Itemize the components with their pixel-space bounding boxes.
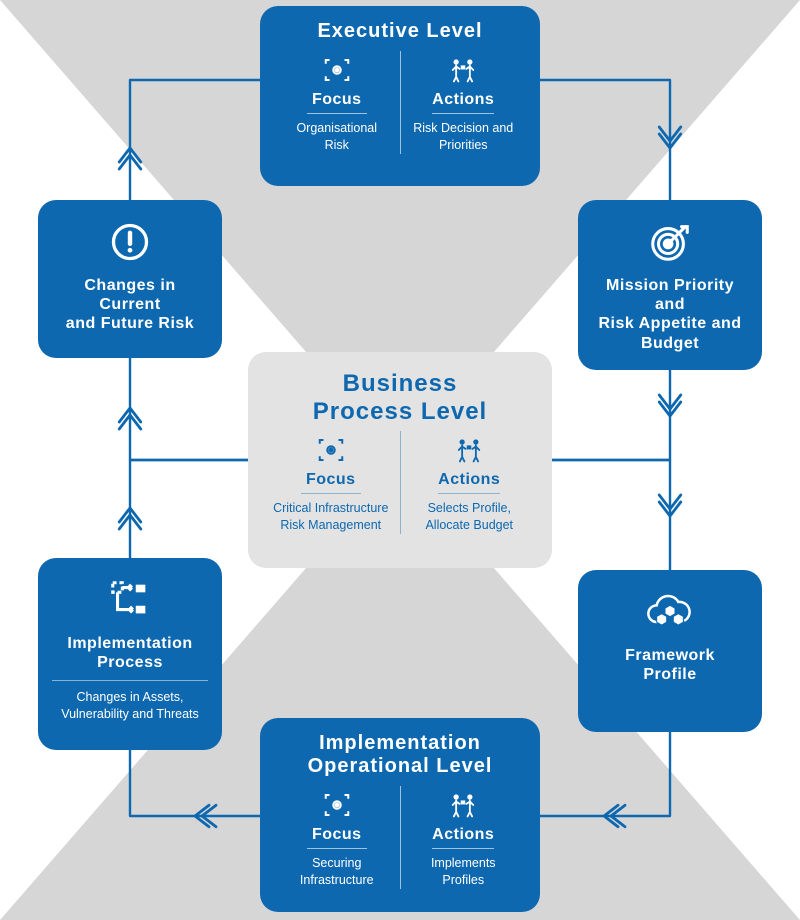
executive-title: Executive Level [260,6,540,51]
business-process-box: BusinessProcess Level Focus Critical Inf… [248,352,552,568]
eye-scan-icon [284,53,390,87]
target-icon [592,218,748,266]
people-exchange-icon [411,53,517,87]
implementation-process-box: ImplementationProcess Changes in Assets,… [38,558,222,750]
impl-focus-col: Focus Securing Infrastructure [274,786,400,889]
executive-focus-col: Focus Organisational Risk [274,51,400,154]
cloud-cubes-icon [592,588,748,636]
center-focus-text: Critical Infrastructure Risk Management [272,500,390,534]
impl-actions-col: Actions Implements Profiles [400,786,527,889]
executive-actions-heading: Actions [432,91,494,114]
framework-profile-box: FrameworkProfile [578,570,762,732]
executive-focus-text: Organisational Risk [284,120,390,154]
impl-focus-text: Securing Infrastructure [284,855,390,889]
framework-title: FrameworkProfile [592,646,748,684]
eye-scan-icon [284,788,390,822]
improc-title: ImplementationProcess [52,634,208,672]
executive-focus-heading: Focus [307,91,367,114]
changes-title: Changes in Currentand Future Risk [52,276,208,334]
center-focus-col: Focus Critical Infrastructure Risk Manag… [262,431,400,534]
people-exchange-icon [411,433,529,467]
mission-priority-box: Mission Priority and Risk Appetite and B… [578,200,762,370]
improc-subtext: Changes in Assets, Vulnerability and Thr… [52,680,208,722]
impl-actions-heading: Actions [432,826,494,849]
eye-scan-icon [272,433,390,467]
impl-actions-text: Implements Profiles [411,855,517,889]
center-title: BusinessProcess Level [248,352,552,431]
alert-circle-icon [52,218,208,266]
center-actions-text: Selects Profile, Allocate Budget [411,500,529,534]
impl-title: ImplementationOperational Level [260,718,540,786]
diagram-root: Executive Level Focus Organisational Ris… [0,0,800,920]
center-focus-heading: Focus [301,471,361,494]
changes-risk-box: Changes in Currentand Future Risk [38,200,222,358]
mission-title: Mission Priority and Risk Appetite and B… [592,276,748,353]
executive-level-box: Executive Level Focus Organisational Ris… [260,6,540,186]
center-actions-heading: Actions [438,471,500,494]
flow-icon [52,576,208,624]
center-actions-col: Actions Selects Profile, Allocate Budget [400,431,539,534]
people-exchange-icon [411,788,517,822]
impl-focus-heading: Focus [307,826,367,849]
implementation-operational-box: ImplementationOperational Level Focus Se… [260,718,540,912]
executive-actions-col: Actions Risk Decision and Priorities [400,51,527,154]
executive-actions-text: Risk Decision and Priorities [411,120,517,154]
